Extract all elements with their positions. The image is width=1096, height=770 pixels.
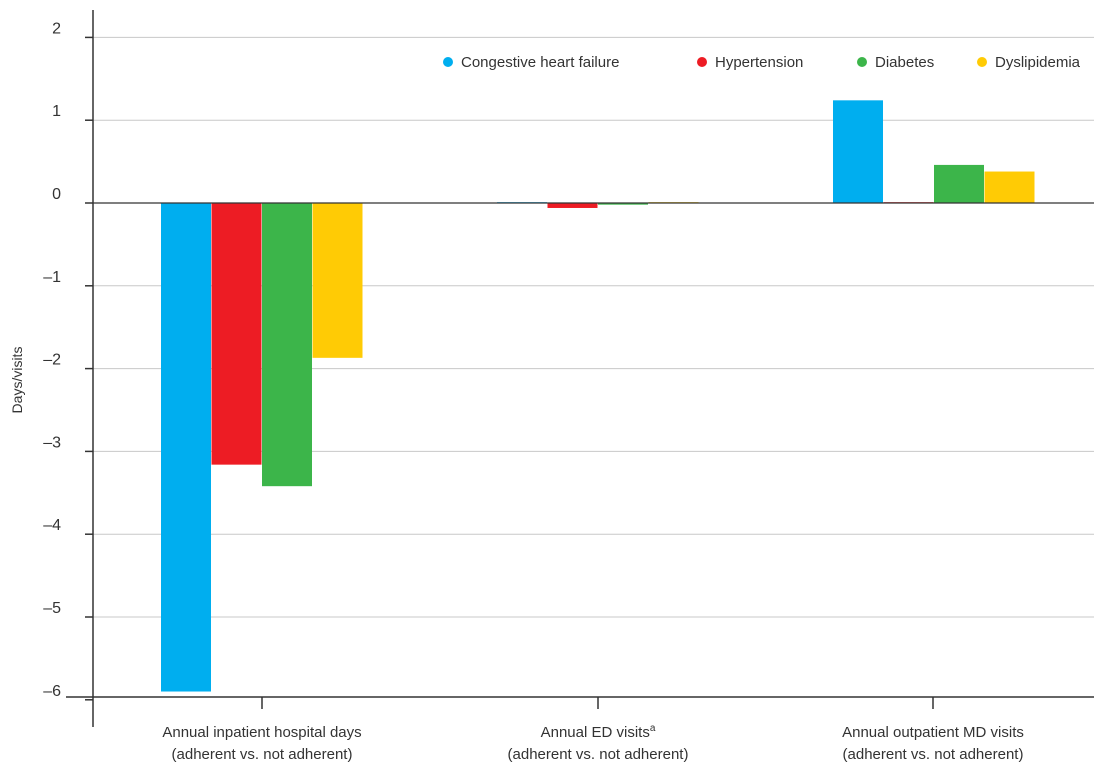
legend-marker xyxy=(977,57,987,67)
legend-marker xyxy=(443,57,453,67)
bar xyxy=(598,203,648,205)
bar xyxy=(934,164,984,203)
category-label-superscript: a xyxy=(650,723,656,734)
legend-label: Dyslipidemia xyxy=(995,54,1081,71)
y-axis-label: Days/visits xyxy=(9,347,25,414)
bar xyxy=(833,100,883,203)
legend-label: Diabetes xyxy=(875,54,934,71)
y-tick-label: –1 xyxy=(43,269,61,286)
bar xyxy=(984,171,1035,203)
y-tick-label: 1 xyxy=(52,103,61,120)
legend-marker xyxy=(697,57,707,67)
legend: Congestive heart failure Hypertension Diab… xyxy=(443,54,1081,71)
bar xyxy=(161,203,211,692)
bar xyxy=(211,203,262,465)
axes xyxy=(66,10,1094,727)
y-tick-label: –4 xyxy=(43,517,61,534)
category-label-line1: Annual outpatient MD visits xyxy=(842,724,1024,741)
y-tick-label: 0 xyxy=(52,186,61,203)
legend-marker xyxy=(857,57,867,67)
category-label-line2: (adherent vs. not adherent) xyxy=(172,746,353,763)
legend-label: Congestive heart failure xyxy=(461,54,619,71)
y-tick-label: –3 xyxy=(43,434,61,451)
category-label-line2: (adherent vs. not adherent) xyxy=(843,746,1024,763)
bar xyxy=(262,203,312,487)
bars xyxy=(161,100,1035,692)
y-tick-label: 2 xyxy=(52,20,61,37)
legend-label: Hypertension xyxy=(715,54,803,71)
category-label-line2: (adherent vs. not adherent) xyxy=(508,746,689,763)
category-label-line1: Annual ED visitsa xyxy=(541,723,656,741)
category-labels: Annual inpatient hospital days (adherent … xyxy=(162,723,1024,763)
bar xyxy=(547,203,598,208)
y-tick-label: –2 xyxy=(43,352,61,369)
bar xyxy=(312,203,363,358)
category-label-line1: Annual inpatient hospital days xyxy=(162,724,361,741)
y-tick-label: –5 xyxy=(43,600,61,617)
y-tick-label: –6 xyxy=(43,683,61,700)
y-tick-labels: 2 1 0 –1 –2 –3 –4 –5 –6 xyxy=(43,20,61,699)
